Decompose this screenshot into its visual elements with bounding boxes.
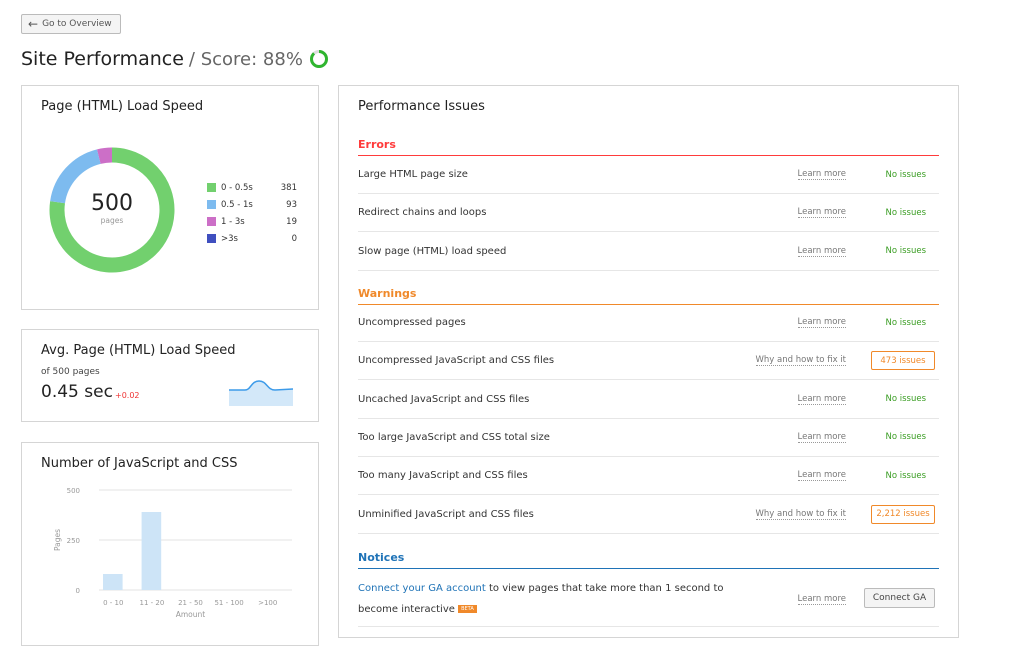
x-tick-label: 0 - 10 bbox=[103, 599, 123, 607]
go-to-overview-button[interactable]: ← Go to Overview bbox=[21, 14, 121, 34]
legend-value: 381 bbox=[280, 182, 297, 193]
score-label: / Score: 88% bbox=[188, 48, 303, 70]
bar bbox=[103, 574, 123, 590]
issue-row: Uncompressed JavaScript and CSS files Why… bbox=[358, 342, 939, 381]
legend-label: 1 - 3s bbox=[221, 216, 245, 227]
issue-row: Uncompressed pages Learn more No issues bbox=[358, 304, 939, 342]
learn-more-link[interactable]: Learn more bbox=[797, 470, 846, 482]
avg-speed-card: Avg. Page (HTML) Load Speed of 500 pages… bbox=[21, 329, 319, 422]
section-warnings: Warnings bbox=[358, 287, 939, 305]
js-css-bar-chart: 500 250 0 0 - 10 11 - 20 21 - 50 51 - 100 >100 A… bbox=[53, 487, 292, 619]
load-speed-donut bbox=[49, 147, 175, 273]
score-ring-icon bbox=[309, 50, 328, 68]
learn-more-link[interactable]: Learn more bbox=[797, 393, 846, 405]
x-tick-label: >100 bbox=[258, 599, 277, 607]
learn-more-link[interactable]: Learn more bbox=[797, 245, 846, 257]
learn-more-link[interactable]: Learn more bbox=[797, 169, 846, 180]
x-axis-label: Amount bbox=[176, 610, 206, 619]
connect-ga-link[interactable]: Connect your GA account bbox=[358, 583, 486, 594]
status-text: No issues bbox=[885, 432, 926, 443]
avg-delta: +0.02 bbox=[115, 391, 140, 400]
learn-more-link[interactable]: Learn more bbox=[797, 431, 846, 443]
issue-name: Uncompressed pages bbox=[358, 317, 466, 328]
status-text: No issues bbox=[885, 169, 926, 180]
legend-item: 1 - 3s 19 bbox=[207, 213, 297, 230]
legend-label: >3s bbox=[221, 233, 238, 244]
donut-slice bbox=[50, 149, 101, 204]
issue-name: Too many JavaScript and CSS files bbox=[358, 470, 528, 482]
y-tick-label: 500 bbox=[67, 487, 80, 495]
avg-value: 0.45 sec bbox=[41, 382, 113, 402]
legend-swatch bbox=[207, 234, 216, 243]
legend-value: 19 bbox=[286, 216, 297, 227]
x-tick-label: 21 - 50 bbox=[178, 599, 203, 607]
issue-row: Large HTML page size Learn more No issues bbox=[358, 156, 939, 194]
status-text: No issues bbox=[885, 317, 926, 328]
y-tick-label: 0 bbox=[76, 587, 80, 595]
section-errors: Errors bbox=[358, 138, 939, 156]
legend-item: >3s 0 bbox=[207, 230, 297, 247]
legend-value: 93 bbox=[286, 199, 297, 210]
issue-row: Slow page (HTML) load speed Learn more No … bbox=[358, 233, 939, 271]
notice-text: to view pages that take more than 1 seco… bbox=[358, 583, 724, 615]
load-speed-card: Page (HTML) Load Speed 500 pages 0 - 0.5s… bbox=[21, 85, 319, 310]
legend-swatch bbox=[207, 217, 216, 226]
bar bbox=[141, 512, 162, 590]
legend-label: 0 - 0.5s bbox=[221, 182, 253, 193]
beta-badge: BETA bbox=[458, 605, 477, 613]
issue-name: Too large JavaScript and CSS total size bbox=[358, 431, 550, 443]
issue-row: Uncached JavaScript and CSS files Learn m… bbox=[358, 381, 939, 419]
legend-swatch bbox=[207, 183, 216, 192]
status-text: No issues bbox=[885, 207, 926, 218]
total-pages: 500 bbox=[91, 191, 133, 216]
issue-row: Too large JavaScript and CSS total size L… bbox=[358, 419, 939, 457]
performance-issues-card: Performance Issues Errors Large HTML page… bbox=[338, 85, 959, 638]
learn-more-link[interactable]: Learn more bbox=[797, 317, 846, 328]
avg-subtitle: of 500 pages bbox=[41, 367, 100, 377]
status-text: No issues bbox=[885, 470, 926, 481]
card-title: Number of JavaScript and CSS bbox=[41, 456, 238, 471]
legend-swatch bbox=[207, 200, 216, 209]
status-text: No issues bbox=[885, 394, 926, 405]
sparkline bbox=[229, 380, 293, 406]
learn-more-link[interactable]: Learn more bbox=[797, 207, 846, 219]
status-text: No issues bbox=[885, 246, 926, 257]
legend-value: 0 bbox=[291, 233, 297, 244]
issue-row: Redirect chains and loops Learn more No is… bbox=[358, 194, 939, 233]
page-title: Site Performance / Score: 88% bbox=[21, 48, 329, 70]
arrow-left-icon: ← bbox=[28, 17, 39, 31]
legend-label: 0.5 - 1s bbox=[221, 199, 253, 210]
issue-name: Unminified JavaScript and CSS files bbox=[358, 508, 534, 520]
card-title: Avg. Page (HTML) Load Speed bbox=[41, 343, 236, 358]
card-title: Performance Issues bbox=[358, 99, 485, 114]
learn-more-link[interactable]: Why and how to fix it bbox=[755, 355, 846, 367]
section-notices: Notices bbox=[358, 551, 939, 569]
card-title: Page (HTML) Load Speed bbox=[41, 99, 204, 114]
legend-item: 0.5 - 1s 93 bbox=[207, 196, 297, 213]
issue-name: Uncompressed JavaScript and CSS files bbox=[358, 355, 555, 367]
donut-slice bbox=[97, 147, 113, 164]
issue-name: Redirect chains and loops bbox=[358, 207, 487, 219]
issue-name: Uncached JavaScript and CSS files bbox=[358, 393, 530, 405]
y-axis-label: Pages bbox=[53, 529, 62, 551]
issues-count-button[interactable]: 2,212 issues bbox=[871, 504, 935, 524]
learn-more-link[interactable]: Why and how to fix it bbox=[755, 508, 846, 520]
issue-name: Large HTML page size bbox=[358, 169, 468, 180]
notice-row: Connect your GA account to view pages th… bbox=[358, 569, 939, 627]
issue-row: Unminified JavaScript and CSS files Why a… bbox=[358, 496, 939, 534]
connect-ga-button[interactable]: Connect GA bbox=[864, 588, 935, 608]
x-tick-label: 11 - 20 bbox=[140, 599, 165, 607]
learn-more-link[interactable]: Learn more bbox=[797, 594, 846, 605]
issue-name: Slow page (HTML) load speed bbox=[358, 245, 507, 257]
issue-row: Too many JavaScript and CSS files Learn m… bbox=[358, 457, 939, 496]
issues-count-button[interactable]: 473 issues bbox=[871, 351, 935, 371]
legend-item: 0 - 0.5s 381 bbox=[207, 179, 297, 196]
js-css-card: Number of JavaScript and CSS 500 250 0 0 - … bbox=[21, 442, 319, 646]
donut-legend: 0 - 0.5s 381 0.5 - 1s 93 1 - 3s 19 >3s 0 bbox=[207, 179, 297, 247]
y-tick-label: 250 bbox=[67, 537, 80, 545]
x-tick-label: 51 - 100 bbox=[214, 599, 243, 607]
total-pages-label: pages bbox=[100, 216, 124, 225]
donut-slice bbox=[49, 147, 175, 273]
